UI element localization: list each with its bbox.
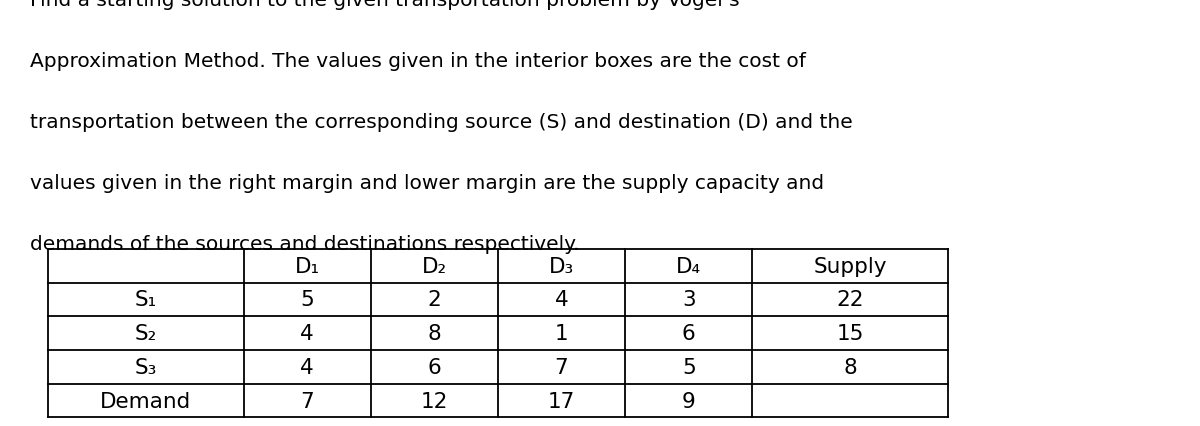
Text: S₃: S₃	[134, 357, 157, 377]
Text: 12: 12	[421, 391, 448, 411]
Text: 17: 17	[548, 391, 575, 411]
Text: 4: 4	[300, 323, 314, 343]
Text: 7: 7	[554, 357, 569, 377]
Text: Approximation Method. The values given in the interior boxes are the cost of: Approximation Method. The values given i…	[30, 52, 806, 71]
Text: 7: 7	[300, 391, 314, 411]
Text: 6: 6	[427, 357, 442, 377]
Text: Supply: Supply	[814, 256, 887, 276]
Text: S₁: S₁	[134, 290, 157, 310]
Text: values given in the right margin and lower margin are the supply capacity and: values given in the right margin and low…	[30, 173, 824, 193]
Text: 8: 8	[427, 323, 442, 343]
Text: Find a starting solution to the given transportation problem by Vogel’s: Find a starting solution to the given tr…	[30, 0, 739, 10]
Text: 4: 4	[300, 357, 314, 377]
Text: 6: 6	[682, 323, 696, 343]
Text: transportation between the corresponding source (S) and destination (D) and the: transportation between the corresponding…	[30, 113, 853, 132]
Text: D₄: D₄	[676, 256, 701, 276]
Text: 15: 15	[836, 323, 864, 343]
Text: D₂: D₂	[422, 256, 446, 276]
Text: 3: 3	[682, 290, 696, 310]
Text: 1: 1	[554, 323, 569, 343]
Text: 5: 5	[300, 290, 314, 310]
Text: S₂: S₂	[134, 323, 157, 343]
Text: 4: 4	[554, 290, 569, 310]
Text: Demand: Demand	[101, 391, 192, 411]
Text: demands of the sources and destinations respectively.: demands of the sources and destinations …	[30, 234, 580, 253]
Text: 2: 2	[427, 290, 442, 310]
Text: 5: 5	[682, 357, 696, 377]
Text: D₁: D₁	[295, 256, 319, 276]
Text: 22: 22	[836, 290, 864, 310]
Text: 9: 9	[682, 391, 696, 411]
Text: D₃: D₃	[548, 256, 575, 276]
Text: 8: 8	[844, 357, 857, 377]
